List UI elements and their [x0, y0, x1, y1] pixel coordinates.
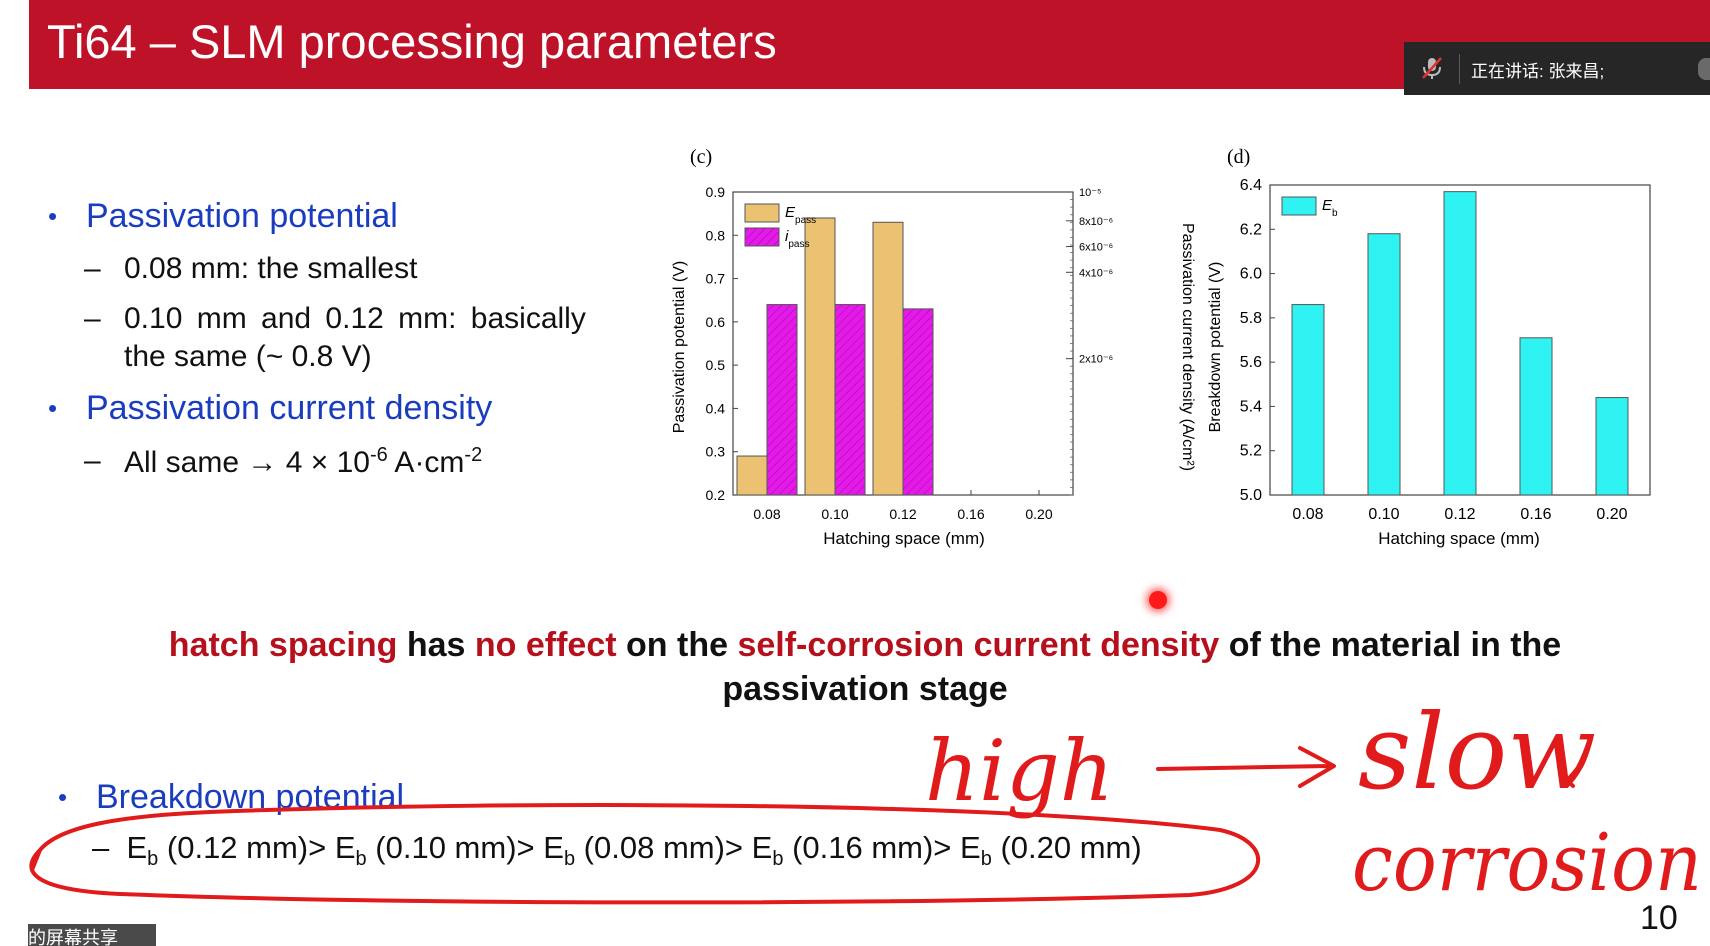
x-tick-label: 0.08 — [1292, 506, 1323, 523]
bar-ipass-0.08 — [766, 304, 798, 496]
y-tick-label: 5.8 — [1240, 310, 1262, 327]
bar-Eb-0.10 — [1367, 233, 1401, 496]
ellipse-annotation — [29, 803, 1261, 905]
y-tick-label: 0.9 — [706, 184, 726, 200]
panel-label-d: (d) — [1227, 146, 1250, 168]
key-statement: hatch spacing has no effect on the self-… — [168, 626, 1562, 708]
bar-Eb-0.08 — [1291, 304, 1325, 496]
y-tick-label: 0.3 — [706, 444, 726, 460]
y-tick-label: 0.6 — [706, 314, 726, 330]
overlay-edge-handle[interactable] — [1698, 58, 1710, 80]
slide-title: Ti64 – SLM processing parameters — [47, 15, 777, 68]
x-axis-title: Hatching space (mm) — [823, 529, 985, 548]
sub-bullet-text: the same (~ 0.8 V) — [124, 340, 372, 373]
legend-swatch-Epass — [744, 203, 780, 223]
y-tick-label: 5.2 — [1240, 443, 1262, 460]
x-tick-label: 0.16 — [957, 506, 984, 522]
sub-bullet-smallest: – 0.08 mm: the smallest — [84, 252, 418, 285]
page-number: 10 — [1640, 899, 1678, 937]
bullet-heading: Passivation current density — [86, 389, 493, 427]
y-tick-label: 6.4 — [1240, 177, 1262, 194]
legend-label-Epass: Epass — [785, 204, 816, 226]
y2-tick-label: 10⁻⁵ — [1079, 187, 1102, 199]
y-tick-label: 0.2 — [706, 487, 726, 503]
arrow-annotation — [1156, 746, 1336, 788]
x-tick-label: 0.20 — [1596, 506, 1627, 523]
laser-pointer — [1149, 591, 1167, 609]
breakdown-ranking: – Eb (0.12 mm)> Eb (0.10 mm)> Eb (0.08 m… — [92, 830, 1142, 871]
handwriting-high: high — [925, 722, 1114, 820]
bar-ipass-0.12 — [902, 308, 934, 496]
y-tick-label: 0.4 — [706, 400, 726, 416]
bullet-heading: Passivation potential — [86, 197, 398, 235]
y2-tick-label: 8x10⁻⁶ — [1079, 216, 1113, 228]
x-tick-label: 0.16 — [1520, 506, 1551, 523]
chart-d-svg: (d) Hatching space (mm) Breakdown potent… — [1207, 146, 1651, 548]
bar-Eb-0.12 — [1443, 191, 1477, 496]
y-tick-label: 5.4 — [1240, 398, 1262, 415]
legend-label-Eb: Eb — [1322, 197, 1338, 219]
y2-tick-label: 4x10⁻⁶ — [1079, 267, 1113, 279]
y-tick-label: 6.2 — [1240, 221, 1262, 238]
bar-Eb-0.16 — [1519, 337, 1553, 496]
bullet-dot: • — [48, 201, 58, 231]
bullet-dot: • — [48, 393, 58, 423]
bullet-dot: • — [58, 782, 68, 812]
chart-breakdown: (d) Hatching space (mm) Breakdown potent… — [1200, 138, 1670, 558]
y-axis-title: Passivation potential (V) — [671, 261, 688, 434]
x-tick-label: 0.20 — [1025, 506, 1052, 522]
sub-bullet-same-cont: the same (~ 0.8 V) — [124, 340, 372, 374]
x-tick-label: 0.08 — [753, 506, 780, 522]
legend-label-ipass: ipass — [785, 228, 809, 250]
y2-axis-title: Passivation current density (A/cm²) — [1179, 223, 1196, 471]
bullet-passivation-current: • Passivation current density — [48, 389, 493, 428]
bullet-passivation-potential: • Passivation potential — [48, 197, 398, 236]
x-tick-label: 0.12 — [889, 506, 916, 522]
x-tick-label: 0.10 — [1368, 506, 1399, 523]
bar-Eb-0.20 — [1595, 397, 1629, 496]
handwriting-slow: slow — [1358, 691, 1596, 813]
sub-bullet-text: 0.08 mm: the smallest — [124, 252, 418, 285]
bar-ipass-0.10 — [834, 304, 866, 496]
speaker-indicator[interactable]: 正在讲话: 张来昌; — [1404, 42, 1710, 95]
y-axis-title: Breakdown potential (V) — [1207, 262, 1224, 433]
handwriting-corrosion: corrosion — [1352, 816, 1702, 909]
y2-tick-label: 6x10⁻⁶ — [1079, 242, 1113, 254]
bar-Epass-0.10 — [804, 217, 836, 496]
chart-passivation: (c) Hatching space (mm) Passivation pote… — [660, 138, 1220, 558]
y-tick-label: 0.5 — [706, 357, 726, 373]
sub-bullet-text: 0.10 mm and 0.12 mm: basically — [124, 302, 586, 335]
separator — [1459, 54, 1460, 84]
muted-mic-icon — [1422, 57, 1442, 79]
legend-swatch-Eb — [1281, 196, 1317, 216]
panel-label-c: (c) — [690, 146, 712, 168]
legend-swatch-ipass — [744, 227, 780, 247]
x-axis-title: Hatching space (mm) — [1378, 529, 1540, 548]
x-tick-label: 0.10 — [821, 506, 848, 522]
chart-c-svg: (c) Hatching space (mm) Passivation pote… — [671, 146, 1196, 548]
y-tick-label: 0.8 — [706, 227, 726, 243]
sub-bullet-same: – 0.10 mm and 0.12 mm: basically — [84, 302, 586, 335]
y2-tick-label: 2x10⁻⁶ — [1079, 354, 1113, 366]
y-tick-label: 0.7 — [706, 271, 726, 287]
sub-bullet-all-same: – All same → 4 × 10-6 A·cm-2 — [84, 444, 483, 479]
screen-share-tag: 的屏幕共享 — [28, 924, 156, 946]
y-tick-label: 5.6 — [1240, 354, 1262, 371]
y-tick-label: 6.0 — [1240, 266, 1262, 283]
x-tick-label: 0.12 — [1444, 506, 1475, 523]
bar-Epass-0.12 — [872, 221, 904, 496]
speaking-label: 正在讲话: 张来昌; — [1471, 62, 1605, 81]
y-tick-label: 5.0 — [1240, 487, 1262, 504]
dot-annotation — [1570, 783, 1575, 788]
